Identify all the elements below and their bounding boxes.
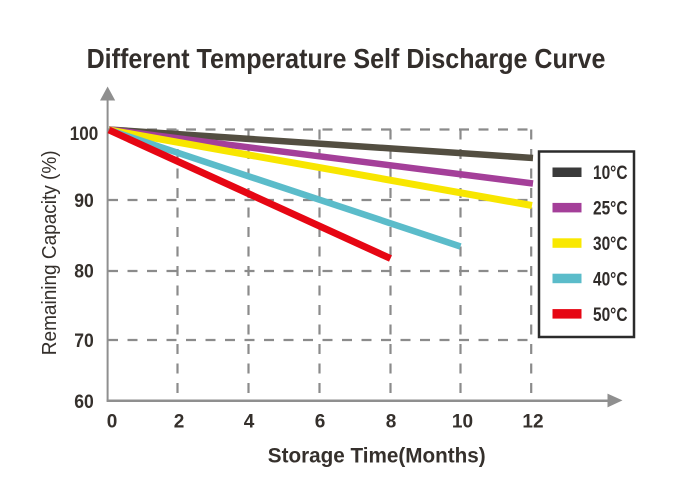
svg-text:8: 8 xyxy=(386,411,397,432)
svg-text:25°C: 25°C xyxy=(593,198,628,220)
svg-text:30°C: 30°C xyxy=(593,233,628,255)
svg-text:90: 90 xyxy=(74,191,94,212)
svg-text:100: 100 xyxy=(70,124,99,145)
svg-text:Remaining Capacity (%): Remaining Capacity (%) xyxy=(39,150,62,355)
svg-text:50°C: 50°C xyxy=(593,304,628,326)
svg-text:6: 6 xyxy=(315,411,326,432)
svg-text:Different Temperature Self Dis: Different Temperature Self Discharge Cur… xyxy=(87,43,606,75)
svg-text:12: 12 xyxy=(522,411,543,432)
svg-text:0: 0 xyxy=(107,411,118,432)
svg-text:2: 2 xyxy=(174,411,185,432)
svg-text:40°C: 40°C xyxy=(593,268,628,290)
svg-text:10°C: 10°C xyxy=(593,162,628,184)
svg-text:80: 80 xyxy=(74,261,94,282)
svg-text:Storage Time(Months): Storage Time(Months) xyxy=(268,444,486,467)
svg-text:70: 70 xyxy=(74,331,94,352)
svg-text:4: 4 xyxy=(244,411,255,432)
svg-text:60: 60 xyxy=(74,392,94,413)
svg-text:10: 10 xyxy=(452,411,473,432)
